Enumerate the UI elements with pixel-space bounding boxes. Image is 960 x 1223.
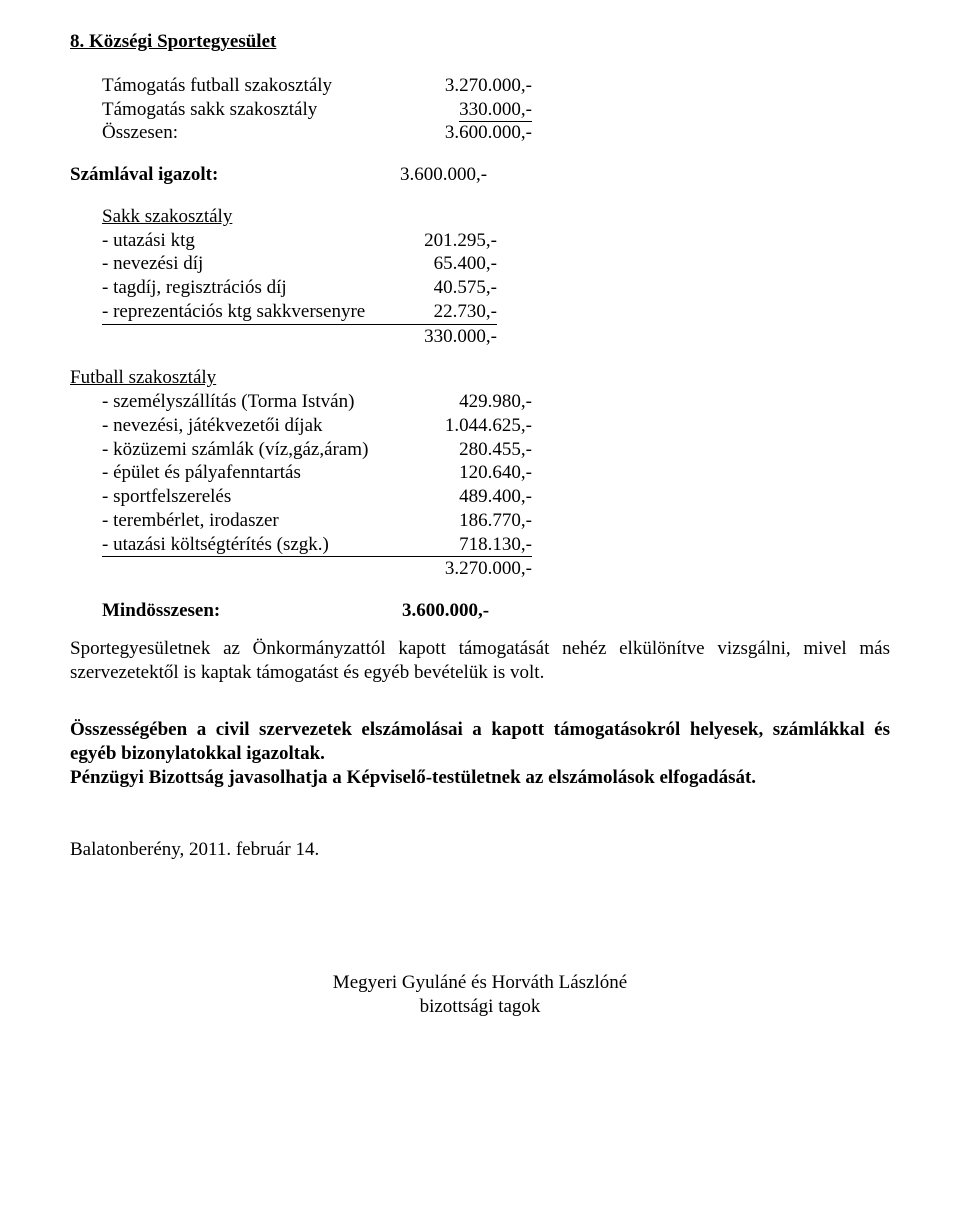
futball-row-2-value: 280.455,- <box>432 438 532 462</box>
futball-row-3-value: 120.640,- <box>432 461 532 485</box>
support-sakk-value: 330.000,- <box>459 99 532 122</box>
futball-row-3-label: - épület és pályafenntartás <box>102 461 432 485</box>
paragraph-2: Összességében a civil szervezetek elszám… <box>70 718 890 766</box>
futball-row-6-value: 718.130,- <box>432 533 532 557</box>
invoice-row: Számlával igazolt: 3.600.000,- <box>70 163 890 187</box>
futball-row-4-value: 489.400,- <box>432 485 532 509</box>
sakk-row-2: - tagdíj, regisztrációs díj 40.575,- <box>102 276 890 300</box>
support-block: Támogatás futball szakosztály 3.270.000,… <box>102 74 890 145</box>
sakk-section: Sakk szakosztály - utazási ktg 201.295,-… <box>102 205 890 349</box>
invoice-label: Számlával igazolt: <box>70 163 370 187</box>
futball-total-value: 3.270.000,- <box>432 557 532 581</box>
futball-total: 3.270.000,- <box>102 557 890 581</box>
support-sum-row: Összesen: 3.600.000,- <box>102 121 890 145</box>
sakk-row-2-value: 40.575,- <box>402 276 497 300</box>
futball-row-1-label: - nevezési, játékvezetői díjak <box>102 414 432 438</box>
support-sakk-label: Támogatás sakk szakosztály <box>102 98 317 122</box>
futball-section: Futball szakosztály - személyszállítás (… <box>70 366 890 581</box>
futball-row-6-label: - utazási költségtérítés (szgk.) <box>102 533 432 557</box>
signers-role: bizottsági tagok <box>70 995 890 1019</box>
futball-row-4: - sportfelszerelés 489.400,- <box>102 485 890 509</box>
grand-total-row: Mindösszesen: 3.600.000,- <box>102 599 890 623</box>
support-futball-label: Támogatás futball szakosztály <box>102 74 402 98</box>
futball-row-2-label: - közüzemi számlák (víz,gáz,áram) <box>102 438 432 462</box>
invoice-value: 3.600.000,- <box>370 163 530 187</box>
futball-row-0-label: - személyszállítás (Torma István) <box>102 390 432 414</box>
signers-names: Megyeri Gyuláné és Horváth Lászlóné <box>70 971 890 995</box>
futball-row-1-value: 1.044.625,- <box>432 414 532 438</box>
sakk-row-3-label: - reprezentációs ktg sakkversenyre <box>102 300 402 324</box>
date-line: Balatonberény, 2011. február 14. <box>70 838 890 862</box>
support-futball-row: Támogatás futball szakosztály 3.270.000,… <box>102 74 890 98</box>
sakk-row-0-label: - utazási ktg <box>102 229 402 253</box>
futball-row-1: - nevezési, játékvezetői díjak 1.044.625… <box>102 414 890 438</box>
sakk-total-value: 330.000,- <box>402 325 497 349</box>
support-sum-value: 3.600.000,- <box>402 121 532 145</box>
futball-row-6: - utazási költségtérítés (szgk.) 718.130… <box>102 533 532 558</box>
futball-row-4-label: - sportfelszerelés <box>102 485 432 509</box>
support-futball-value: 3.270.000,- <box>402 74 532 98</box>
signature-block: Megyeri Gyuláné és Horváth Lászlóné bizo… <box>70 971 890 1019</box>
futball-row-5-value: 186.770,- <box>432 509 532 533</box>
futball-row-3: - épület és pályafenntartás 120.640,- <box>102 461 890 485</box>
futball-row-5-label: - terembérlet, irodaszer <box>102 509 432 533</box>
section-title: 8. Községi Sportegyesület <box>70 30 890 54</box>
futball-row-0-value: 429.980,- <box>432 390 532 414</box>
sakk-row-2-label: - tagdíj, regisztrációs díj <box>102 276 402 300</box>
sakk-row-1-value: 65.400,- <box>402 252 497 276</box>
sakk-row-0-value: 201.295,- <box>402 229 497 253</box>
sakk-row-1: - nevezési díj 65.400,- <box>102 252 890 276</box>
sakk-row-0: - utazási ktg 201.295,- <box>102 229 890 253</box>
sakk-row-3: - reprezentációs ktg sakkversenyre 22.73… <box>102 300 497 325</box>
futball-row-0: - személyszállítás (Torma István) 429.98… <box>102 390 890 414</box>
sakk-row-3-value: 22.730,- <box>402 300 497 324</box>
futball-row-2: - közüzemi számlák (víz,gáz,áram) 280.45… <box>102 438 890 462</box>
grand-total-value: 3.600.000,- <box>402 599 532 623</box>
support-sum-label: Összesen: <box>102 121 402 145</box>
sakk-title: Sakk szakosztály <box>102 205 890 229</box>
futball-row-5: - terembérlet, irodaszer 186.770,- <box>102 509 890 533</box>
paragraph-1: Sportegyesületnek az Önkormányzattól kap… <box>70 637 890 685</box>
paragraph-3: Pénzügyi Bizottság javasolhatja a Képvis… <box>70 766 890 790</box>
support-sakk-row: Támogatás sakk szakosztály 330.000,- <box>102 98 890 122</box>
sakk-row-1-label: - nevezési díj <box>102 252 402 276</box>
grand-total-label: Mindösszesen: <box>102 599 402 623</box>
futball-title: Futball szakosztály <box>70 366 890 390</box>
sakk-total: 330.000,- <box>102 325 890 349</box>
